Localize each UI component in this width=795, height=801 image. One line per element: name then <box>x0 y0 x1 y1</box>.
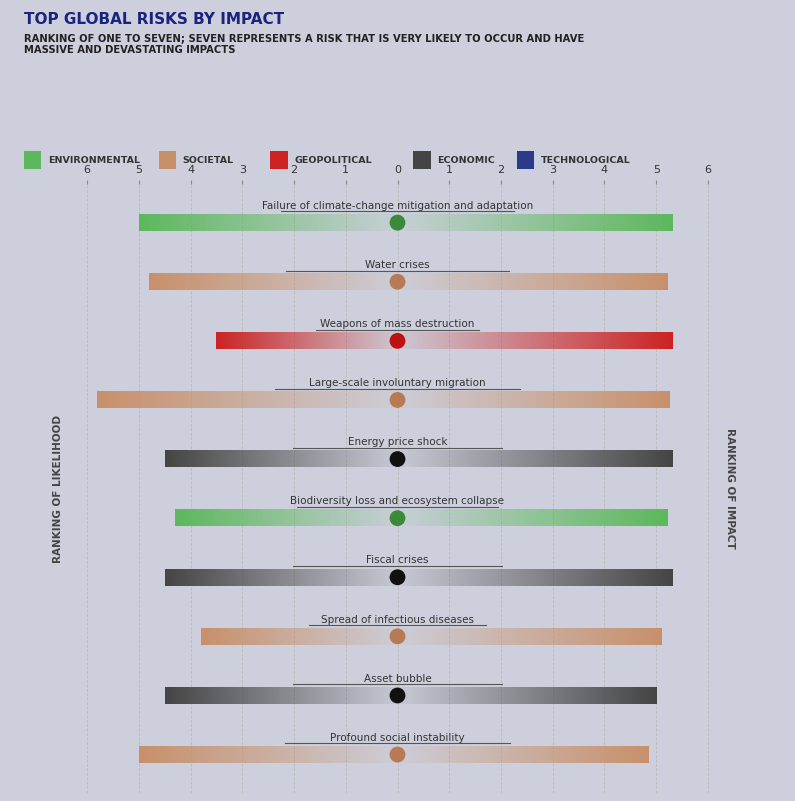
Text: ECONOMIC: ECONOMIC <box>437 155 495 165</box>
Text: SOCIETAL: SOCIETAL <box>183 155 234 165</box>
Text: Profound social instability: Profound social instability <box>330 733 465 743</box>
Text: GEOPOLITICAL: GEOPOLITICAL <box>294 155 372 165</box>
Point <box>391 748 404 761</box>
Point <box>391 512 404 525</box>
Text: Biodiversity loss and ecosystem collapse: Biodiversity loss and ecosystem collapse <box>290 497 505 506</box>
Text: ENVIRONMENTAL: ENVIRONMENTAL <box>48 155 140 165</box>
Text: Spread of infectious diseases: Spread of infectious diseases <box>321 614 474 625</box>
Text: Asset bubble: Asset bubble <box>363 674 432 683</box>
Text: Large-scale involuntary migration: Large-scale involuntary migration <box>309 378 486 388</box>
Y-axis label: RANKING OF LIKELIHOOD: RANKING OF LIKELIHOOD <box>53 415 64 562</box>
Text: Energy price shock: Energy price shock <box>347 437 448 447</box>
Point <box>391 630 404 642</box>
Text: TECHNOLOGICAL: TECHNOLOGICAL <box>541 155 630 165</box>
Point <box>391 689 404 702</box>
Y-axis label: RANKING OF IMPACT: RANKING OF IMPACT <box>724 429 735 549</box>
Text: Weapons of mass destruction: Weapons of mass destruction <box>320 319 475 329</box>
Point <box>391 453 404 465</box>
Point <box>391 571 404 584</box>
Text: Failure of climate-change mitigation and adaptation: Failure of climate-change mitigation and… <box>262 201 533 211</box>
Point <box>391 276 404 288</box>
Text: Water crises: Water crises <box>365 260 430 270</box>
Point <box>391 393 404 406</box>
Text: Fiscal crises: Fiscal crises <box>366 555 429 566</box>
Text: TOP GLOBAL RISKS BY IMPACT: TOP GLOBAL RISKS BY IMPACT <box>24 12 284 27</box>
Text: RANKING OF ONE TO SEVEN; SEVEN REPRESENTS A RISK THAT IS VERY LIKELY TO OCCUR AN: RANKING OF ONE TO SEVEN; SEVEN REPRESENT… <box>24 34 584 55</box>
Point <box>391 216 404 229</box>
Point <box>391 335 404 348</box>
